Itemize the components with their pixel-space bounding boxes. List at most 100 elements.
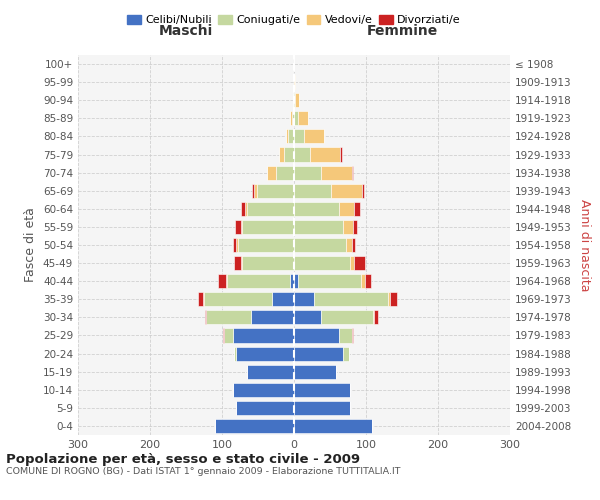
Bar bbox=[276, 166, 294, 179]
Bar bbox=[355, 256, 365, 270]
Bar bbox=[252, 184, 254, 198]
Bar bbox=[227, 274, 290, 288]
Bar bbox=[290, 274, 294, 288]
Bar bbox=[365, 274, 371, 288]
Bar bbox=[338, 202, 355, 216]
Text: Femmine: Femmine bbox=[367, 24, 437, 38]
Bar bbox=[374, 310, 377, 324]
Bar bbox=[233, 238, 236, 252]
Bar bbox=[294, 220, 343, 234]
Bar bbox=[314, 292, 388, 306]
Bar bbox=[203, 292, 204, 306]
Bar bbox=[236, 401, 294, 415]
Bar bbox=[294, 382, 350, 397]
Bar bbox=[223, 328, 224, 342]
Bar bbox=[236, 238, 238, 252]
Bar bbox=[346, 238, 352, 252]
Bar bbox=[215, 419, 294, 433]
Bar bbox=[224, 328, 233, 342]
Y-axis label: Fasce di età: Fasce di età bbox=[25, 208, 37, 282]
Bar bbox=[294, 184, 331, 198]
Bar bbox=[233, 328, 294, 342]
Bar bbox=[294, 93, 295, 108]
Bar bbox=[206, 310, 251, 324]
Bar bbox=[288, 130, 294, 143]
Text: Popolazione per età, sesso e stato civile - 2009: Popolazione per età, sesso e stato civil… bbox=[6, 452, 360, 466]
Bar bbox=[247, 202, 294, 216]
Bar bbox=[241, 256, 242, 270]
Bar bbox=[361, 274, 365, 288]
Bar bbox=[254, 184, 257, 198]
Bar bbox=[298, 274, 361, 288]
Bar bbox=[340, 148, 341, 162]
Bar bbox=[294, 256, 350, 270]
Bar bbox=[294, 364, 336, 378]
Bar bbox=[310, 148, 340, 162]
Bar bbox=[251, 310, 294, 324]
Bar bbox=[294, 346, 343, 360]
Bar bbox=[322, 310, 373, 324]
Bar bbox=[294, 166, 322, 179]
Bar bbox=[352, 328, 353, 342]
Bar bbox=[294, 401, 350, 415]
Bar bbox=[331, 184, 362, 198]
Bar bbox=[241, 202, 245, 216]
Text: COMUNE DI ROGNO (BG) - Dati ISTAT 1° gennaio 2009 - Elaborazione TUTTITALIA.IT: COMUNE DI ROGNO (BG) - Dati ISTAT 1° gen… bbox=[6, 467, 401, 476]
Bar bbox=[294, 292, 314, 306]
Bar bbox=[257, 184, 294, 198]
Bar bbox=[294, 238, 346, 252]
Bar bbox=[322, 166, 352, 179]
Bar bbox=[353, 220, 356, 234]
Bar bbox=[343, 220, 353, 234]
Bar bbox=[279, 148, 284, 162]
Bar bbox=[233, 382, 294, 397]
Bar bbox=[286, 130, 288, 143]
Bar bbox=[298, 112, 308, 126]
Bar bbox=[294, 202, 338, 216]
Bar bbox=[294, 274, 298, 288]
Bar bbox=[292, 112, 294, 126]
Bar bbox=[284, 148, 294, 162]
Legend: Celibi/Nubili, Coniugati/e, Vedovi/e, Divorziati/e: Celibi/Nubili, Coniugati/e, Vedovi/e, Di… bbox=[127, 15, 461, 26]
Bar bbox=[197, 292, 203, 306]
Y-axis label: Anni di nascita: Anni di nascita bbox=[578, 198, 591, 291]
Bar bbox=[242, 220, 294, 234]
Bar bbox=[242, 256, 294, 270]
Bar bbox=[272, 292, 294, 306]
Bar bbox=[247, 364, 294, 378]
Bar bbox=[362, 184, 364, 198]
Bar bbox=[245, 202, 247, 216]
Bar bbox=[352, 238, 355, 252]
Bar bbox=[268, 166, 276, 179]
Bar bbox=[388, 292, 390, 306]
Bar bbox=[338, 328, 352, 342]
Bar bbox=[373, 310, 374, 324]
Bar bbox=[390, 292, 397, 306]
Bar bbox=[233, 346, 236, 360]
Bar bbox=[293, 93, 294, 108]
Bar bbox=[294, 112, 298, 126]
Bar bbox=[233, 256, 241, 270]
Bar bbox=[205, 310, 206, 324]
Bar bbox=[235, 220, 241, 234]
Bar bbox=[343, 346, 349, 360]
Bar bbox=[294, 328, 338, 342]
Bar bbox=[350, 256, 355, 270]
Bar bbox=[290, 112, 292, 126]
Text: Maschi: Maschi bbox=[159, 24, 213, 38]
Bar bbox=[304, 130, 324, 143]
Bar bbox=[295, 93, 299, 108]
Bar bbox=[294, 75, 295, 89]
Bar bbox=[294, 310, 322, 324]
Bar bbox=[241, 220, 242, 234]
Bar bbox=[294, 130, 304, 143]
Bar bbox=[294, 148, 310, 162]
Bar bbox=[226, 274, 227, 288]
Bar bbox=[238, 238, 294, 252]
Bar bbox=[236, 346, 294, 360]
Bar bbox=[294, 419, 372, 433]
Bar bbox=[204, 292, 272, 306]
Bar bbox=[352, 166, 353, 179]
Bar bbox=[355, 202, 359, 216]
Bar bbox=[218, 274, 226, 288]
